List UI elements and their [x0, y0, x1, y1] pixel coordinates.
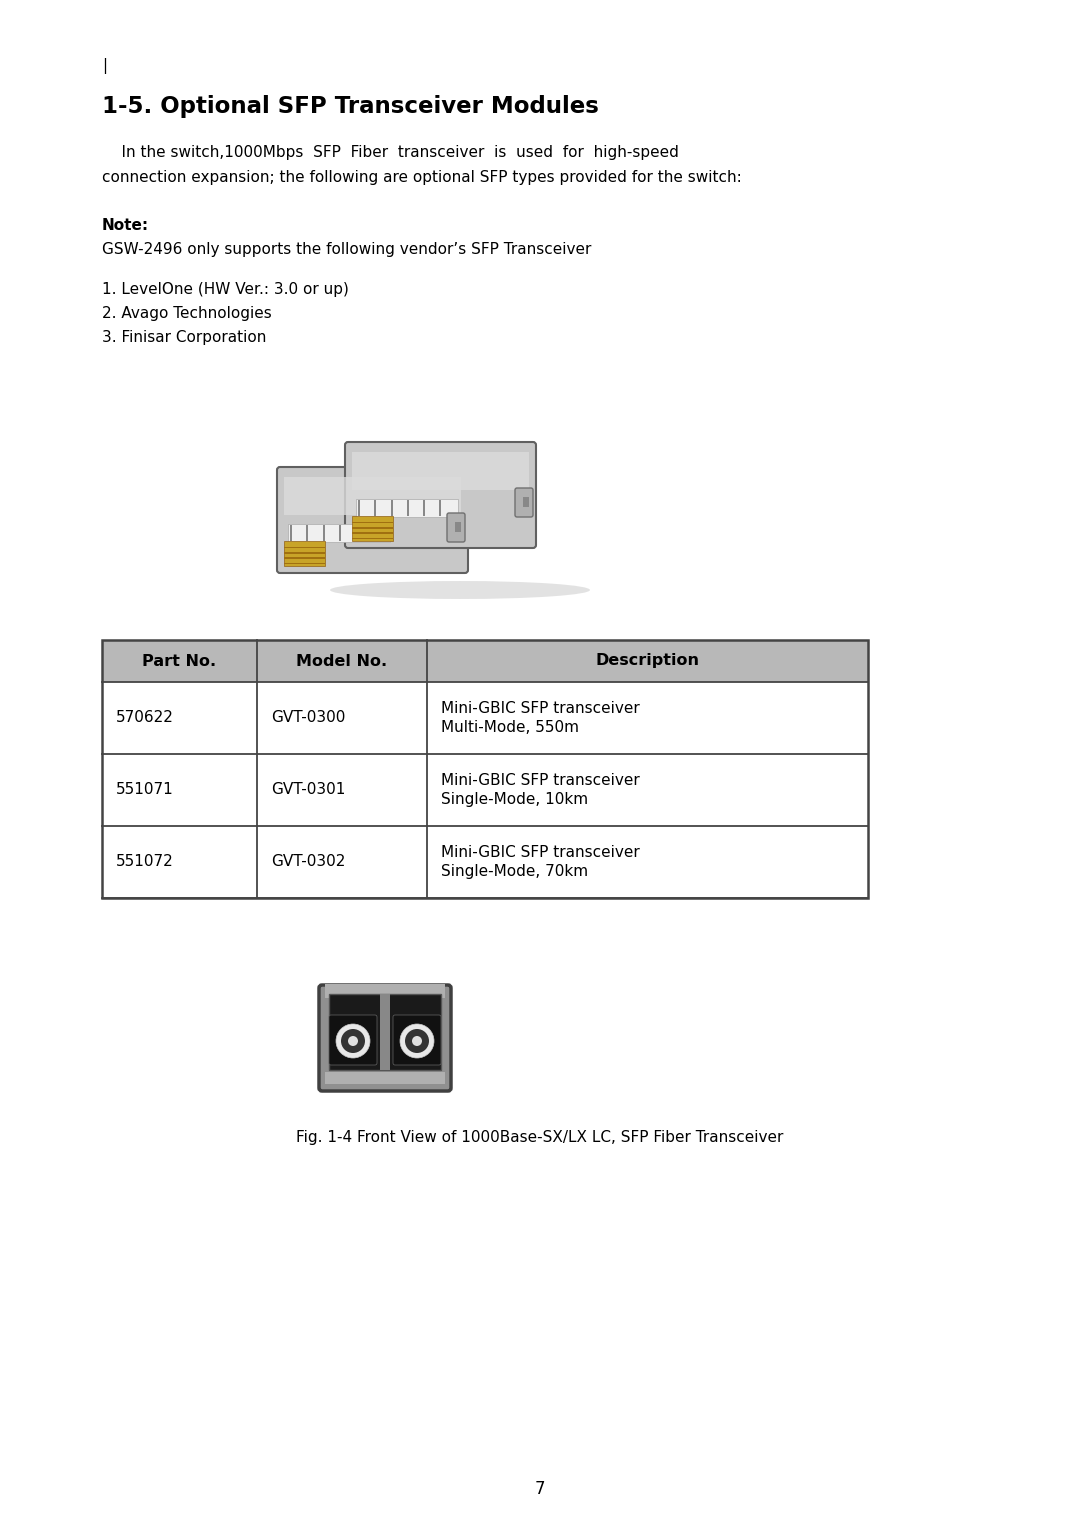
Circle shape: [336, 1024, 370, 1058]
Bar: [329, 993, 441, 1070]
Bar: [102, 639, 868, 682]
Text: 551071: 551071: [116, 783, 174, 798]
Text: Description: Description: [595, 653, 700, 668]
Bar: [357, 501, 360, 516]
FancyBboxPatch shape: [447, 513, 465, 542]
Bar: [523, 497, 529, 507]
FancyBboxPatch shape: [345, 443, 536, 548]
Bar: [440, 501, 442, 516]
Text: Part No.: Part No.: [143, 653, 217, 668]
Text: 3. Finisar Corporation: 3. Finisar Corporation: [102, 330, 267, 345]
Circle shape: [341, 1029, 365, 1053]
Bar: [284, 478, 461, 514]
Bar: [391, 501, 393, 516]
Bar: [372, 525, 374, 542]
Text: Multi-Mode, 550m: Multi-Mode, 550m: [441, 720, 579, 736]
Text: 1. LevelOne (HW Ver.: 3.0 or up): 1. LevelOne (HW Ver.: 3.0 or up): [102, 282, 349, 298]
Text: Model No.: Model No.: [296, 653, 388, 668]
Bar: [291, 525, 292, 542]
Text: |: |: [102, 58, 107, 73]
Text: GVT-0302: GVT-0302: [271, 855, 346, 870]
FancyBboxPatch shape: [319, 984, 451, 1091]
Text: GSW-2496 only supports the following vendor’s SFP Transceiver: GSW-2496 only supports the following ven…: [102, 243, 592, 256]
Text: 2. Avago Technologies: 2. Avago Technologies: [102, 307, 272, 320]
Circle shape: [348, 1036, 357, 1045]
Text: Note:: Note:: [102, 218, 149, 233]
Bar: [352, 516, 393, 542]
Circle shape: [400, 1024, 434, 1058]
Bar: [325, 984, 445, 998]
Text: In the switch,1000Mbps  SFP  Fiber  transceiver  is  used  for  high-speed: In the switch,1000Mbps SFP Fiber transce…: [102, 145, 679, 160]
Bar: [307, 525, 308, 542]
Bar: [455, 522, 461, 533]
FancyBboxPatch shape: [515, 488, 534, 517]
Text: GVT-0300: GVT-0300: [271, 711, 346, 725]
Text: 7: 7: [535, 1480, 545, 1499]
Bar: [339, 525, 341, 542]
Text: GVT-0301: GVT-0301: [271, 783, 346, 798]
Bar: [288, 523, 390, 542]
Text: 570622: 570622: [116, 711, 174, 725]
Circle shape: [411, 1036, 422, 1045]
Bar: [375, 501, 376, 516]
Text: Single-Mode, 10km: Single-Mode, 10km: [441, 792, 589, 807]
Bar: [407, 501, 409, 516]
Bar: [284, 542, 325, 566]
Text: connection expansion; the following are optional SFP types provided for the swit: connection expansion; the following are …: [102, 169, 742, 185]
Text: Mini-GBIC SFP transceiver: Mini-GBIC SFP transceiver: [441, 700, 639, 716]
Bar: [423, 501, 426, 516]
FancyBboxPatch shape: [276, 467, 468, 572]
Text: Fig. 1-4 Front View of 1000Base-SX/LX LC, SFP Fiber Transceiver: Fig. 1-4 Front View of 1000Base-SX/LX LC…: [296, 1129, 784, 1144]
Text: 551072: 551072: [116, 855, 174, 870]
FancyBboxPatch shape: [393, 1015, 441, 1065]
Bar: [355, 525, 357, 542]
Bar: [102, 639, 868, 897]
Bar: [325, 1071, 445, 1083]
Bar: [352, 452, 529, 490]
Text: Single-Mode, 70km: Single-Mode, 70km: [441, 864, 589, 879]
Bar: [323, 525, 325, 542]
Text: Mini-GBIC SFP transceiver: Mini-GBIC SFP transceiver: [441, 845, 639, 861]
Text: 1-5. Optional SFP Transceiver Modules: 1-5. Optional SFP Transceiver Modules: [102, 95, 599, 118]
Circle shape: [405, 1029, 429, 1053]
Bar: [380, 993, 390, 1070]
FancyBboxPatch shape: [329, 1015, 377, 1065]
Text: Mini-GBIC SFP transceiver: Mini-GBIC SFP transceiver: [441, 774, 639, 787]
Ellipse shape: [330, 581, 590, 600]
Bar: [356, 499, 458, 517]
